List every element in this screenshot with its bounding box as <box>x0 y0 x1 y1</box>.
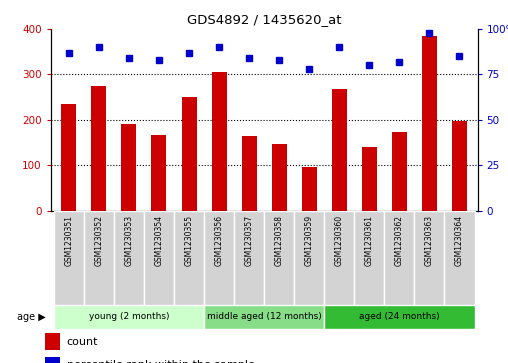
Bar <box>272 144 287 211</box>
Text: GSM1230354: GSM1230354 <box>154 215 164 266</box>
Text: GSM1230352: GSM1230352 <box>94 215 104 266</box>
Text: GSM1230355: GSM1230355 <box>184 215 194 266</box>
Bar <box>54 305 204 329</box>
Text: GSM1230357: GSM1230357 <box>245 215 253 266</box>
Bar <box>121 124 137 211</box>
Bar <box>45 333 60 350</box>
Bar <box>452 121 467 211</box>
Text: count: count <box>67 337 99 347</box>
Bar <box>422 36 437 211</box>
Bar <box>332 89 347 211</box>
Text: GSM1230363: GSM1230363 <box>425 215 434 266</box>
Text: GSM1230364: GSM1230364 <box>455 215 464 266</box>
Bar <box>204 305 324 329</box>
Bar <box>84 211 114 305</box>
Text: GSM1230351: GSM1230351 <box>65 215 73 266</box>
Bar <box>114 211 144 305</box>
Bar <box>385 211 415 305</box>
Text: aged (24 months): aged (24 months) <box>359 312 440 321</box>
Text: GSM1230359: GSM1230359 <box>305 215 314 266</box>
Bar <box>294 211 324 305</box>
Bar <box>354 211 385 305</box>
Bar <box>362 147 377 211</box>
Bar <box>302 167 317 211</box>
Bar <box>144 211 174 305</box>
Bar <box>242 136 257 211</box>
Bar <box>264 211 294 305</box>
Bar <box>234 211 264 305</box>
Text: percentile rank within the sample: percentile rank within the sample <box>67 360 255 363</box>
Text: GSM1230361: GSM1230361 <box>365 215 374 266</box>
Bar <box>324 305 474 329</box>
Title: GDS4892 / 1435620_at: GDS4892 / 1435620_at <box>187 13 341 26</box>
Bar <box>174 211 204 305</box>
Bar <box>91 86 106 211</box>
Text: age ▶: age ▶ <box>17 312 46 322</box>
Bar <box>392 132 407 211</box>
Text: GSM1230360: GSM1230360 <box>335 215 344 266</box>
Bar <box>151 135 167 211</box>
Text: GSM1230362: GSM1230362 <box>395 215 404 266</box>
Bar <box>444 211 474 305</box>
Bar <box>54 211 84 305</box>
Bar <box>211 72 227 211</box>
Text: young (2 months): young (2 months) <box>89 312 169 321</box>
Bar <box>61 104 76 211</box>
Bar <box>181 97 197 211</box>
Bar <box>324 211 354 305</box>
Text: middle aged (12 months): middle aged (12 months) <box>207 312 322 321</box>
Text: GSM1230353: GSM1230353 <box>124 215 134 266</box>
Bar <box>45 357 60 363</box>
Text: GSM1230358: GSM1230358 <box>275 215 283 266</box>
Bar <box>415 211 444 305</box>
Text: GSM1230356: GSM1230356 <box>214 215 224 266</box>
Bar <box>204 211 234 305</box>
